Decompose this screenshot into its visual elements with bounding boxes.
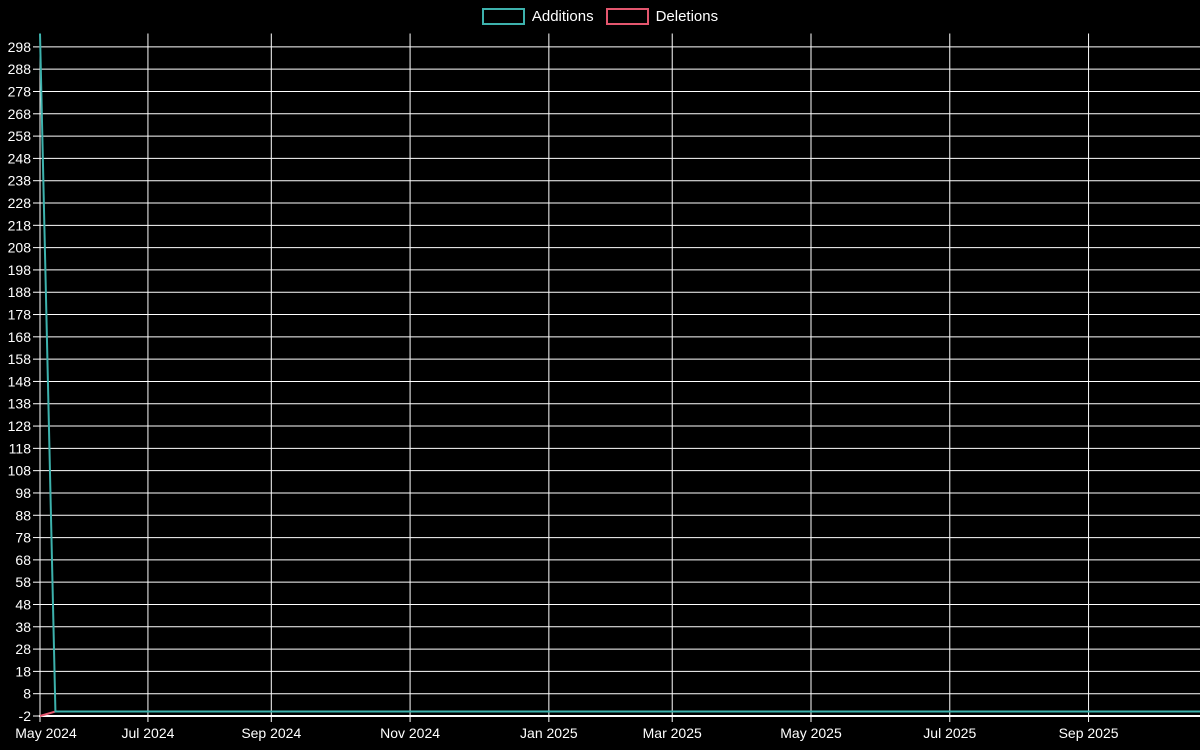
y-tick-label: 198 (8, 262, 32, 278)
x-tick-label: Sep 2025 (1059, 725, 1119, 741)
y-tick-label: 48 (15, 596, 31, 612)
x-tick-label: Jul 2025 (923, 725, 976, 741)
y-tick-label: 118 (9, 440, 32, 456)
legend-swatch-deletions-icon (605, 8, 649, 25)
y-tick-label: 68 (15, 552, 31, 568)
y-tick-label: 258 (8, 128, 32, 144)
y-tick-label: 128 (8, 418, 32, 434)
y-tick-label: 108 (8, 463, 32, 479)
legend-label-deletions: Deletions (655, 8, 719, 25)
y-tick-label: 58 (15, 574, 31, 590)
y-tick-label: 268 (8, 106, 32, 122)
y-tick-label: 28 (15, 641, 31, 657)
y-tick-label: 8 (23, 686, 31, 702)
x-tick-label: Mar 2025 (643, 725, 702, 741)
x-tick-label: Sep 2024 (241, 725, 301, 741)
y-tick-label: 18 (15, 663, 31, 679)
x-tick-label: May 2024 (15, 725, 77, 741)
legend-item-additions: Additions (481, 8, 594, 25)
x-tick-label: Jan 2025 (520, 725, 578, 741)
series-line-additions (39, 33, 1200, 713)
y-tick-label: 278 (8, 83, 32, 99)
y-tick-label: 138 (8, 396, 32, 412)
y-tick-label: 208 (8, 240, 32, 256)
y-tick-label: 248 (8, 150, 32, 166)
legend-swatch-additions-icon (481, 8, 525, 25)
x-tick-label: May 2025 (780, 725, 842, 741)
y-tick-label: 228 (8, 195, 32, 211)
y-tick-label: 38 (15, 619, 31, 635)
y-tick-label: 178 (8, 307, 32, 323)
legend-label-additions: Additions (531, 8, 594, 25)
x-tick-label: Nov 2024 (380, 725, 440, 741)
y-tick-label: 148 (8, 373, 32, 389)
y-tick-label: 238 (8, 173, 32, 189)
y-tick-label: 298 (8, 39, 32, 55)
y-tick-label: 288 (8, 61, 32, 77)
y-tick-label: 218 (8, 217, 32, 233)
chart-legend: Additions Deletions (0, 8, 1200, 25)
y-tick-label: -2 (19, 708, 32, 724)
y-tick-label: 78 (15, 530, 31, 546)
y-tick-label: 168 (8, 329, 32, 345)
y-tick-label: 188 (8, 284, 32, 300)
x-tick-label: Jul 2024 (121, 725, 174, 741)
y-tick-label: 98 (15, 485, 31, 501)
y-tick-label: 88 (15, 507, 31, 523)
y-tick-label: 158 (8, 351, 32, 367)
legend-item-deletions: Deletions (605, 8, 719, 25)
